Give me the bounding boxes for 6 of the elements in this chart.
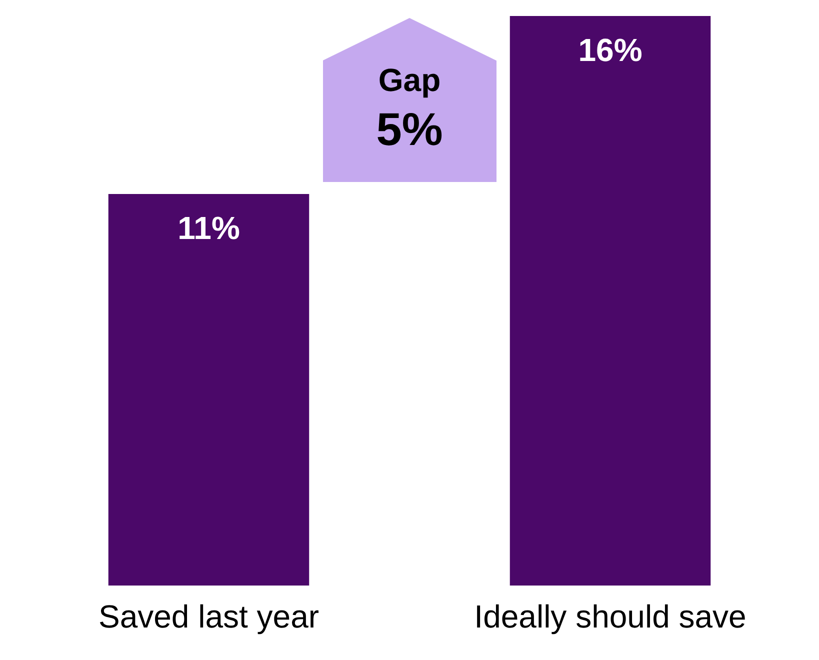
annotation: 5%: [375, 102, 444, 157]
data-label: 11%: [178, 210, 240, 246]
x-tick-label: Ideally should save: [474, 598, 746, 635]
data-label: 16%: [578, 32, 642, 68]
annotation: Gap: [377, 61, 442, 100]
x-tick-label: Saved last year: [98, 598, 320, 635]
